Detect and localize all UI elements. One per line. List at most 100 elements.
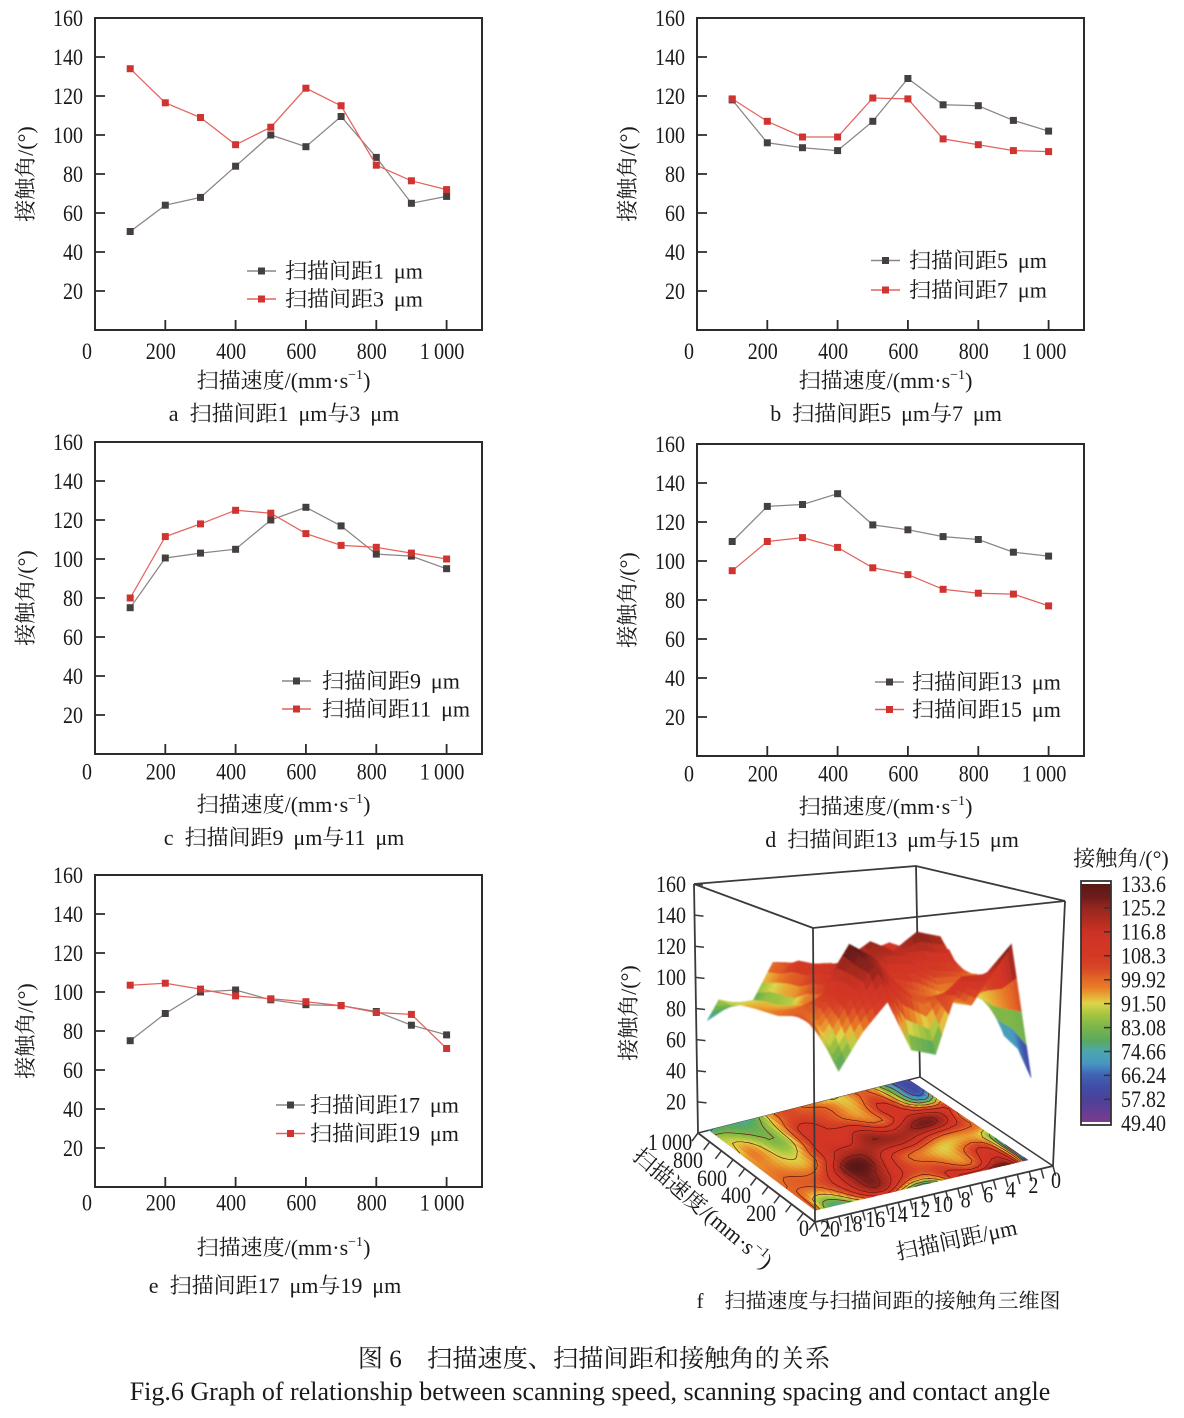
svg-text:133.6: 133.6: [1121, 872, 1166, 897]
svg-text:200: 200: [748, 762, 778, 787]
svg-text:9 μm: 9 μm: [410, 669, 460, 694]
svg-text:120: 120: [655, 510, 685, 535]
svg-text:1 μm: 1 μm: [278, 401, 328, 426]
svg-text:0: 0: [1051, 1168, 1061, 1193]
svg-text:8: 8: [961, 1187, 971, 1212]
svg-text:80: 80: [63, 1019, 83, 1044]
svg-text:200: 200: [748, 339, 778, 364]
svg-text:19 μm: 19 μm: [398, 1121, 459, 1146]
svg-text:140: 140: [53, 45, 83, 70]
svg-text:100: 100: [53, 547, 83, 572]
svg-text:b: b: [770, 401, 792, 426]
svg-text:400: 400: [721, 1183, 751, 1208]
svg-text:/(°): /(°): [13, 126, 38, 156]
svg-text:80: 80: [666, 996, 686, 1021]
svg-text:60: 60: [63, 625, 83, 650]
svg-text:140: 140: [656, 903, 686, 928]
svg-text:7 μm: 7 μm: [952, 401, 1002, 426]
svg-text:600: 600: [697, 1166, 727, 1191]
svg-text:200: 200: [146, 760, 176, 785]
svg-text:14: 14: [888, 1202, 908, 1227]
svg-text:800: 800: [357, 1191, 387, 1216]
svg-text:20: 20: [63, 279, 83, 304]
svg-text:80: 80: [63, 162, 83, 187]
svg-text:): ): [363, 368, 370, 393]
svg-text:c: c: [164, 825, 185, 850]
svg-text:66.24: 66.24: [1121, 1063, 1166, 1088]
svg-text:−1: −1: [348, 367, 363, 383]
svg-text:140: 140: [655, 471, 685, 496]
svg-text:116.8: 116.8: [1121, 920, 1166, 945]
svg-text:800: 800: [959, 762, 989, 787]
svg-text:Fig.6 Graph of relationship be: Fig.6 Graph of relationship between scan…: [130, 1377, 1051, 1406]
svg-text:600: 600: [286, 339, 316, 364]
svg-text:3 μm: 3 μm: [349, 401, 399, 426]
svg-text:200: 200: [746, 1201, 776, 1226]
svg-text:0: 0: [799, 1216, 809, 1241]
svg-text:40: 40: [63, 240, 83, 265]
svg-text:40: 40: [63, 664, 83, 689]
svg-text:40: 40: [665, 666, 685, 691]
svg-text:1 μm: 1 μm: [373, 259, 423, 284]
svg-text:91.50: 91.50: [1121, 991, 1166, 1016]
svg-text:d: d: [765, 827, 787, 852]
svg-text:13 μm: 13 μm: [875, 827, 936, 852]
svg-text:12: 12: [910, 1197, 930, 1222]
svg-text:400: 400: [216, 760, 246, 785]
svg-text:−1: −1: [950, 793, 965, 809]
svg-text:1 000: 1 000: [1022, 339, 1067, 364]
svg-text:120: 120: [53, 508, 83, 533]
svg-text:20: 20: [63, 703, 83, 728]
svg-text:400: 400: [216, 1191, 246, 1216]
svg-text:20: 20: [63, 1136, 83, 1161]
svg-text:140: 140: [655, 45, 685, 70]
svg-text:20: 20: [665, 705, 685, 730]
svg-text:40: 40: [665, 240, 685, 265]
svg-text:): ): [965, 794, 972, 819]
svg-text:600: 600: [888, 339, 918, 364]
svg-text:/(mm·s: /(mm·s: [887, 368, 951, 393]
svg-text:60: 60: [63, 201, 83, 226]
svg-text:11 μm: 11 μm: [410, 697, 470, 722]
svg-text:19 μm: 19 μm: [340, 1273, 401, 1298]
svg-text:): ): [363, 1235, 370, 1260]
svg-text:/(°): /(°): [13, 550, 38, 580]
svg-text:−1: −1: [348, 791, 363, 807]
svg-text:13 μm: 13 μm: [1000, 670, 1061, 695]
svg-text:17 μm: 17 μm: [398, 1093, 459, 1118]
svg-text:0: 0: [684, 339, 694, 364]
svg-text:120: 120: [656, 934, 686, 959]
svg-text:80: 80: [665, 588, 685, 613]
svg-text:800: 800: [357, 339, 387, 364]
svg-text:a: a: [169, 401, 190, 426]
svg-text:e: e: [149, 1273, 170, 1298]
svg-text:4: 4: [1006, 1178, 1016, 1203]
svg-text:): ): [363, 792, 370, 817]
svg-text:160: 160: [655, 6, 685, 31]
svg-text:/(°): /(°): [1139, 846, 1169, 871]
svg-text:5 μm: 5 μm: [880, 401, 930, 426]
svg-text:/(mm·s: /(mm·s: [887, 794, 951, 819]
svg-text:40: 40: [63, 1097, 83, 1122]
svg-text:600: 600: [286, 760, 316, 785]
svg-text:20: 20: [665, 279, 685, 304]
svg-text:60: 60: [665, 201, 685, 226]
svg-text:83.08: 83.08: [1121, 1015, 1166, 1040]
svg-text:74.66: 74.66: [1121, 1039, 1166, 1064]
svg-text:160: 160: [656, 872, 686, 897]
svg-text:18: 18: [843, 1212, 863, 1237]
svg-text:99.92: 99.92: [1121, 968, 1166, 993]
svg-text:1 000: 1 000: [420, 1191, 465, 1216]
svg-text:200: 200: [146, 339, 176, 364]
svg-text:120: 120: [53, 84, 83, 109]
svg-text:100: 100: [53, 980, 83, 1005]
svg-text:600: 600: [888, 762, 918, 787]
svg-text:10: 10: [933, 1192, 953, 1217]
svg-text:15 μm: 15 μm: [958, 827, 1019, 852]
svg-text:11 μm: 11 μm: [344, 825, 404, 850]
svg-text:60: 60: [666, 1027, 686, 1052]
svg-text:20: 20: [820, 1217, 840, 1242]
svg-text:160: 160: [53, 6, 83, 31]
svg-text:80: 80: [665, 162, 685, 187]
svg-text:3 μm: 3 μm: [373, 287, 423, 312]
